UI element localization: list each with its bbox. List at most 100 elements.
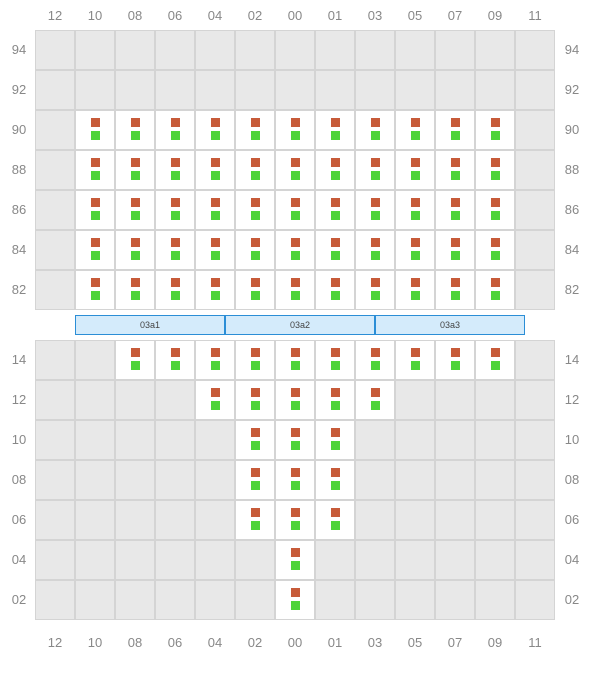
status-marker-green — [131, 361, 140, 370]
grid-cell — [35, 150, 75, 190]
slot-cell[interactable] — [75, 230, 115, 270]
grid-cell — [435, 460, 475, 500]
status-marker-green — [171, 131, 180, 140]
slot-cell[interactable] — [435, 150, 475, 190]
slot-cell[interactable] — [315, 270, 355, 310]
slot-cell[interactable] — [75, 270, 115, 310]
slot-cell[interactable] — [75, 110, 115, 150]
slot-cell[interactable] — [235, 380, 275, 420]
aisle-segment[interactable]: 03a2 — [225, 315, 375, 335]
slot-cell[interactable] — [275, 500, 315, 540]
slot-cell[interactable] — [435, 110, 475, 150]
slot-cell[interactable] — [475, 340, 515, 380]
aisle-segment[interactable]: 03a3 — [375, 315, 525, 335]
slot-cell[interactable] — [195, 230, 235, 270]
slot-cell[interactable] — [315, 420, 355, 460]
slot-cell[interactable] — [275, 420, 315, 460]
slot-cell[interactable] — [155, 340, 195, 380]
slot-cell[interactable] — [115, 110, 155, 150]
slot-cell[interactable] — [155, 110, 195, 150]
col-label: 04 — [195, 8, 235, 23]
slot-cell[interactable] — [275, 190, 315, 230]
slot-cell[interactable] — [315, 460, 355, 500]
slot-cell[interactable] — [235, 500, 275, 540]
slot-cell[interactable] — [155, 190, 195, 230]
status-marker-green — [211, 131, 220, 140]
slot-cell[interactable] — [395, 110, 435, 150]
slot-cell[interactable] — [355, 110, 395, 150]
slot-cell[interactable] — [195, 270, 235, 310]
slot-cell[interactable] — [275, 540, 315, 580]
slot-cell[interactable] — [435, 340, 475, 380]
slot-cell[interactable] — [275, 150, 315, 190]
slot-cell[interactable] — [235, 150, 275, 190]
slot-cell[interactable] — [315, 380, 355, 420]
grid-cell — [35, 190, 75, 230]
slot-cell[interactable] — [395, 270, 435, 310]
slot-cell[interactable] — [395, 340, 435, 380]
slot-cell[interactable] — [475, 270, 515, 310]
grid-cell — [395, 540, 435, 580]
slot-cell[interactable] — [75, 150, 115, 190]
slot-cell[interactable] — [155, 270, 195, 310]
slot-cell[interactable] — [235, 190, 275, 230]
slot-cell[interactable] — [355, 380, 395, 420]
slot-cell[interactable] — [235, 420, 275, 460]
slot-cell[interactable] — [115, 190, 155, 230]
slot-cell[interactable] — [115, 270, 155, 310]
slot-cell[interactable] — [195, 340, 235, 380]
slot-cell[interactable] — [275, 230, 315, 270]
slot-cell[interactable] — [395, 150, 435, 190]
status-marker-red — [371, 348, 380, 357]
slot-cell[interactable] — [315, 500, 355, 540]
status-marker-green — [411, 251, 420, 260]
slot-cell[interactable] — [275, 110, 315, 150]
slot-cell[interactable] — [395, 190, 435, 230]
slot-cell[interactable] — [435, 230, 475, 270]
slot-cell[interactable] — [475, 150, 515, 190]
slot-cell[interactable] — [235, 230, 275, 270]
slot-cell[interactable] — [235, 460, 275, 500]
aisle-segment[interactable]: 03a1 — [75, 315, 225, 335]
grid-cell — [515, 150, 555, 190]
slot-cell[interactable] — [275, 380, 315, 420]
slot-cell[interactable] — [155, 230, 195, 270]
slot-cell[interactable] — [235, 110, 275, 150]
status-marker-red — [451, 348, 460, 357]
slot-cell[interactable] — [195, 190, 235, 230]
slot-cell[interactable] — [195, 110, 235, 150]
grid-cell — [115, 500, 155, 540]
slot-cell[interactable] — [275, 270, 315, 310]
slot-cell[interactable] — [195, 150, 235, 190]
slot-cell[interactable] — [275, 340, 315, 380]
slot-cell[interactable] — [315, 190, 355, 230]
slot-cell[interactable] — [235, 270, 275, 310]
slot-cell[interactable] — [115, 340, 155, 380]
slot-cell[interactable] — [115, 150, 155, 190]
slot-cell[interactable] — [355, 150, 395, 190]
slot-cell[interactable] — [235, 340, 275, 380]
slot-cell[interactable] — [475, 110, 515, 150]
slot-cell[interactable] — [275, 460, 315, 500]
slot-cell[interactable] — [435, 270, 475, 310]
slot-cell[interactable] — [315, 110, 355, 150]
slot-cell[interactable] — [355, 190, 395, 230]
slot-cell[interactable] — [275, 580, 315, 620]
slot-cell[interactable] — [195, 380, 235, 420]
slot-cell[interactable] — [435, 190, 475, 230]
slot-cell[interactable] — [475, 190, 515, 230]
slot-cell[interactable] — [315, 230, 355, 270]
row-label: 92 — [6, 70, 32, 110]
slot-cell[interactable] — [475, 230, 515, 270]
slot-cell[interactable] — [395, 230, 435, 270]
slot-cell[interactable] — [155, 150, 195, 190]
slot-cell[interactable] — [115, 230, 155, 270]
status-marker-red — [291, 238, 300, 247]
slot-cell[interactable] — [315, 340, 355, 380]
slot-cell[interactable] — [355, 340, 395, 380]
slot-cell[interactable] — [355, 230, 395, 270]
row-label: 14 — [559, 340, 585, 380]
slot-cell[interactable] — [355, 270, 395, 310]
slot-cell[interactable] — [315, 150, 355, 190]
slot-cell[interactable] — [75, 190, 115, 230]
